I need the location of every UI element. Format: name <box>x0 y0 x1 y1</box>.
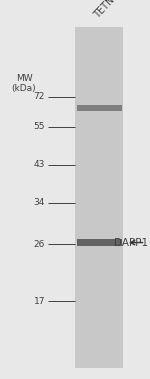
Bar <box>110 27 112 368</box>
Bar <box>96 27 97 368</box>
Bar <box>94 27 96 368</box>
Text: 17: 17 <box>33 297 45 306</box>
Bar <box>93 27 94 368</box>
Bar <box>76 105 122 111</box>
Bar <box>121 27 123 368</box>
Bar <box>107 27 109 368</box>
Bar <box>76 239 122 246</box>
Bar <box>101 27 102 368</box>
Text: 26: 26 <box>34 240 45 249</box>
Bar <box>109 27 110 368</box>
Text: 55: 55 <box>33 122 45 132</box>
Bar <box>118 27 120 368</box>
Bar <box>81 27 83 368</box>
Bar <box>112 27 113 368</box>
Bar <box>78 27 80 368</box>
Bar <box>97 27 99 368</box>
Bar <box>83 27 85 368</box>
Bar <box>89 27 91 368</box>
Bar <box>105 27 107 368</box>
Bar <box>113 27 115 368</box>
Bar <box>102 27 104 368</box>
Bar <box>75 27 77 368</box>
Text: TETN Ramos: TETN Ramos <box>92 0 141 21</box>
Text: DAPP1: DAPP1 <box>114 238 148 247</box>
Text: 43: 43 <box>34 160 45 169</box>
Text: 72: 72 <box>34 92 45 101</box>
Bar <box>77 27 78 368</box>
Text: 34: 34 <box>34 198 45 207</box>
Bar <box>115 27 117 368</box>
Bar <box>117 27 118 368</box>
Bar <box>104 27 105 368</box>
Bar <box>120 27 121 368</box>
Bar <box>85 27 86 368</box>
Bar <box>91 27 93 368</box>
Bar <box>99 27 101 368</box>
Bar <box>86 27 88 368</box>
Bar <box>75 27 123 368</box>
Bar <box>88 27 89 368</box>
Bar <box>80 27 81 368</box>
Text: MW
(kDa): MW (kDa) <box>12 74 36 93</box>
